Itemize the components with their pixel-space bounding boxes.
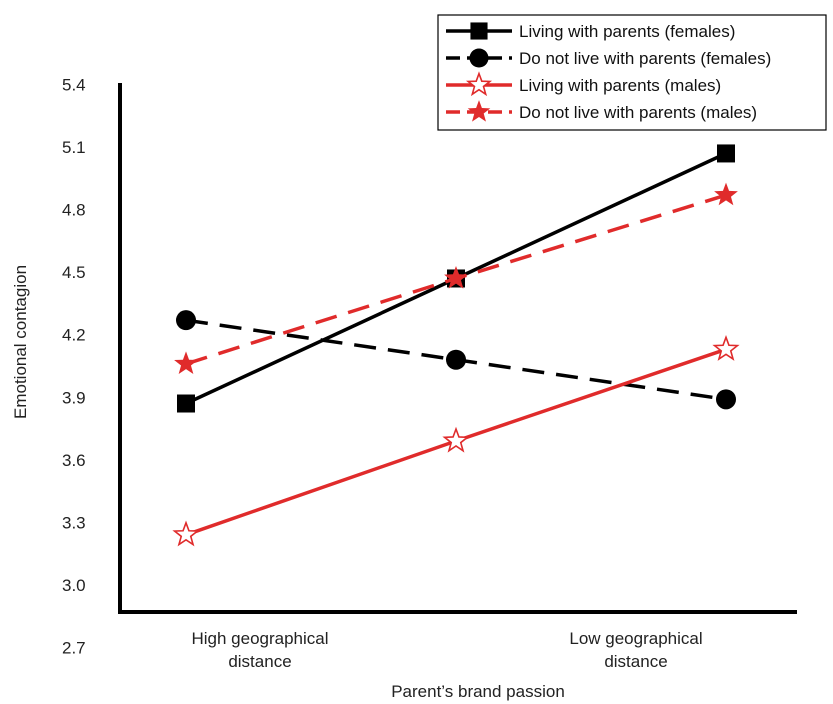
y-tick-label: 4.5 [62, 263, 86, 282]
y-tick-label: 3.0 [62, 576, 86, 595]
legend-entry: Living with parents (males) [446, 71, 721, 97]
data-point [467, 100, 491, 122]
series-3 [172, 335, 740, 547]
legend-label: Living with parents (females) [519, 22, 735, 41]
data-point [469, 48, 489, 68]
x-tick-labels: High geographical distance Low geographica… [191, 629, 702, 671]
legend-label: Do not live with parents (males) [519, 103, 757, 122]
data-point [716, 389, 736, 410]
data-point [465, 71, 493, 97]
data-point [174, 351, 198, 375]
x-tick-label: High geographical [191, 629, 328, 648]
y-tick-label: 4.8 [62, 201, 86, 220]
data-point [717, 144, 735, 163]
x-tick-label: Low geographical [569, 629, 702, 648]
data-point [176, 310, 196, 331]
x-tick-label: distance [604, 652, 667, 671]
y-tick-label: 5.4 [62, 76, 86, 95]
y-tick-label: 3.6 [62, 451, 86, 470]
legend-box [437, 14, 827, 131]
series-4 [174, 182, 738, 375]
data-point [714, 182, 738, 206]
y-tick-label: 3.3 [62, 513, 86, 532]
y-tick-label: 2.7 [62, 638, 86, 657]
data-point [444, 265, 468, 289]
y-tick-label: 4.2 [62, 326, 86, 345]
data-point [712, 335, 740, 361]
legend-label: Living with parents (males) [519, 76, 721, 95]
series-2 [176, 310, 736, 410]
y-tick-labels: 2.7 3.0 3.3 3.6 3.9 4.2 4.5 4.8 5.1 5.4 [62, 76, 86, 658]
legend-label: Do not live with parents (females) [519, 49, 771, 68]
legend-entry: Living with parents (females) [446, 22, 735, 41]
data-point [446, 349, 466, 370]
y-tick-label: 5.1 [62, 138, 86, 157]
legend: Living with parents (females) Do not live… [437, 14, 827, 131]
data-point [470, 22, 488, 40]
y-tick-label: 3.9 [62, 388, 86, 407]
axes-layer [118, 83, 797, 614]
data-point [177, 394, 195, 413]
data-point [442, 426, 470, 453]
data-point [172, 520, 200, 547]
legend-entry: Do not live with parents (males) [446, 100, 757, 122]
x-axis-title: Parent’s brand passion [391, 682, 565, 701]
x-tick-label: distance [228, 652, 291, 671]
y-axis-title: Emotional contagion [11, 265, 30, 419]
legend-entry: Do not live with parents (females) [446, 48, 771, 68]
series-layer [172, 144, 740, 547]
